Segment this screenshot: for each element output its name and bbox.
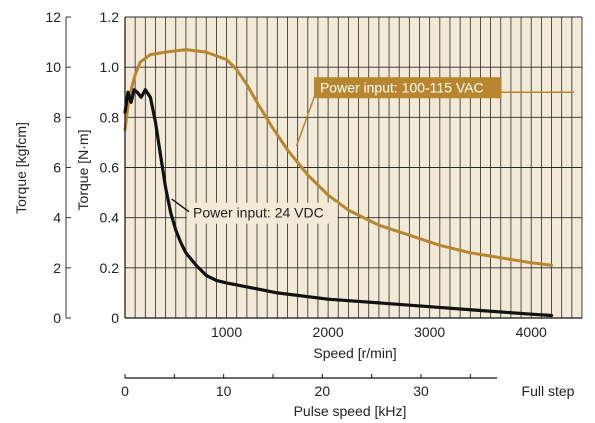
x-axis-title: Speed [r/min]: [313, 345, 396, 361]
grid: [125, 16, 583, 318]
y-axis-title: Torque [N·m]: [75, 130, 91, 211]
callout-label-1: Power input: 100-115 VAC: [320, 79, 484, 95]
y-tick-label: 0.2: [100, 260, 120, 276]
x2-axis-title: Pulse speed [kHz]: [294, 403, 407, 419]
y-tick-label: 0.8: [100, 109, 120, 125]
series-line-2: [123, 88, 554, 318]
y-tick-label: 0.6: [100, 160, 120, 176]
x-tick-label: 1000: [211, 324, 242, 340]
y2-tick-label: 4: [53, 210, 61, 226]
y-tick-label: 1.2: [100, 9, 120, 25]
callout-box-1: [313, 77, 502, 99]
x2-tick-label: 10: [216, 383, 232, 399]
y2-axis-title: Torque [kgfcm]: [13, 122, 29, 214]
callout-leader-2: [171, 198, 190, 213]
callout-leader-1: [295, 91, 317, 147]
x2-tick-label: 30: [413, 383, 429, 399]
y2-tick-label: 12: [45, 9, 61, 25]
y2-tick-label: 2: [53, 260, 61, 276]
x2-end-label: Full step: [522, 383, 575, 399]
series-line-1: [123, 48, 553, 267]
y2-tick-label: 6: [53, 160, 61, 176]
tick-labels: 0 0.2 0.4 0.6 0.8 1.0 1.2 0 2 4 6 8 10 12 1000 2000 3000…: [45, 9, 547, 399]
y2-tick-label: 10: [45, 59, 61, 75]
x-tick-label: 3000: [414, 324, 445, 340]
x-tick-label: 2000: [313, 324, 344, 340]
x2-tick-label: 0: [121, 383, 129, 399]
axes: [65, 16, 582, 379]
x-tick-label: 4000: [516, 324, 547, 340]
callout-box-2: [187, 202, 338, 224]
curves: [123, 48, 554, 318]
x2-tick-label: 20: [315, 383, 331, 399]
y-tick-label: 0: [111, 310, 119, 326]
y2-tick-label: 0: [53, 310, 61, 326]
callout-label-2: Power input: 24 VDC: [193, 205, 324, 221]
y-tick-label: 0.4: [100, 210, 120, 226]
callouts: Power input: 100-115 VAC Power input: 24 …: [171, 77, 574, 224]
y2-tick-label: 8: [53, 109, 61, 125]
y-tick-label: 1.0: [100, 59, 120, 75]
